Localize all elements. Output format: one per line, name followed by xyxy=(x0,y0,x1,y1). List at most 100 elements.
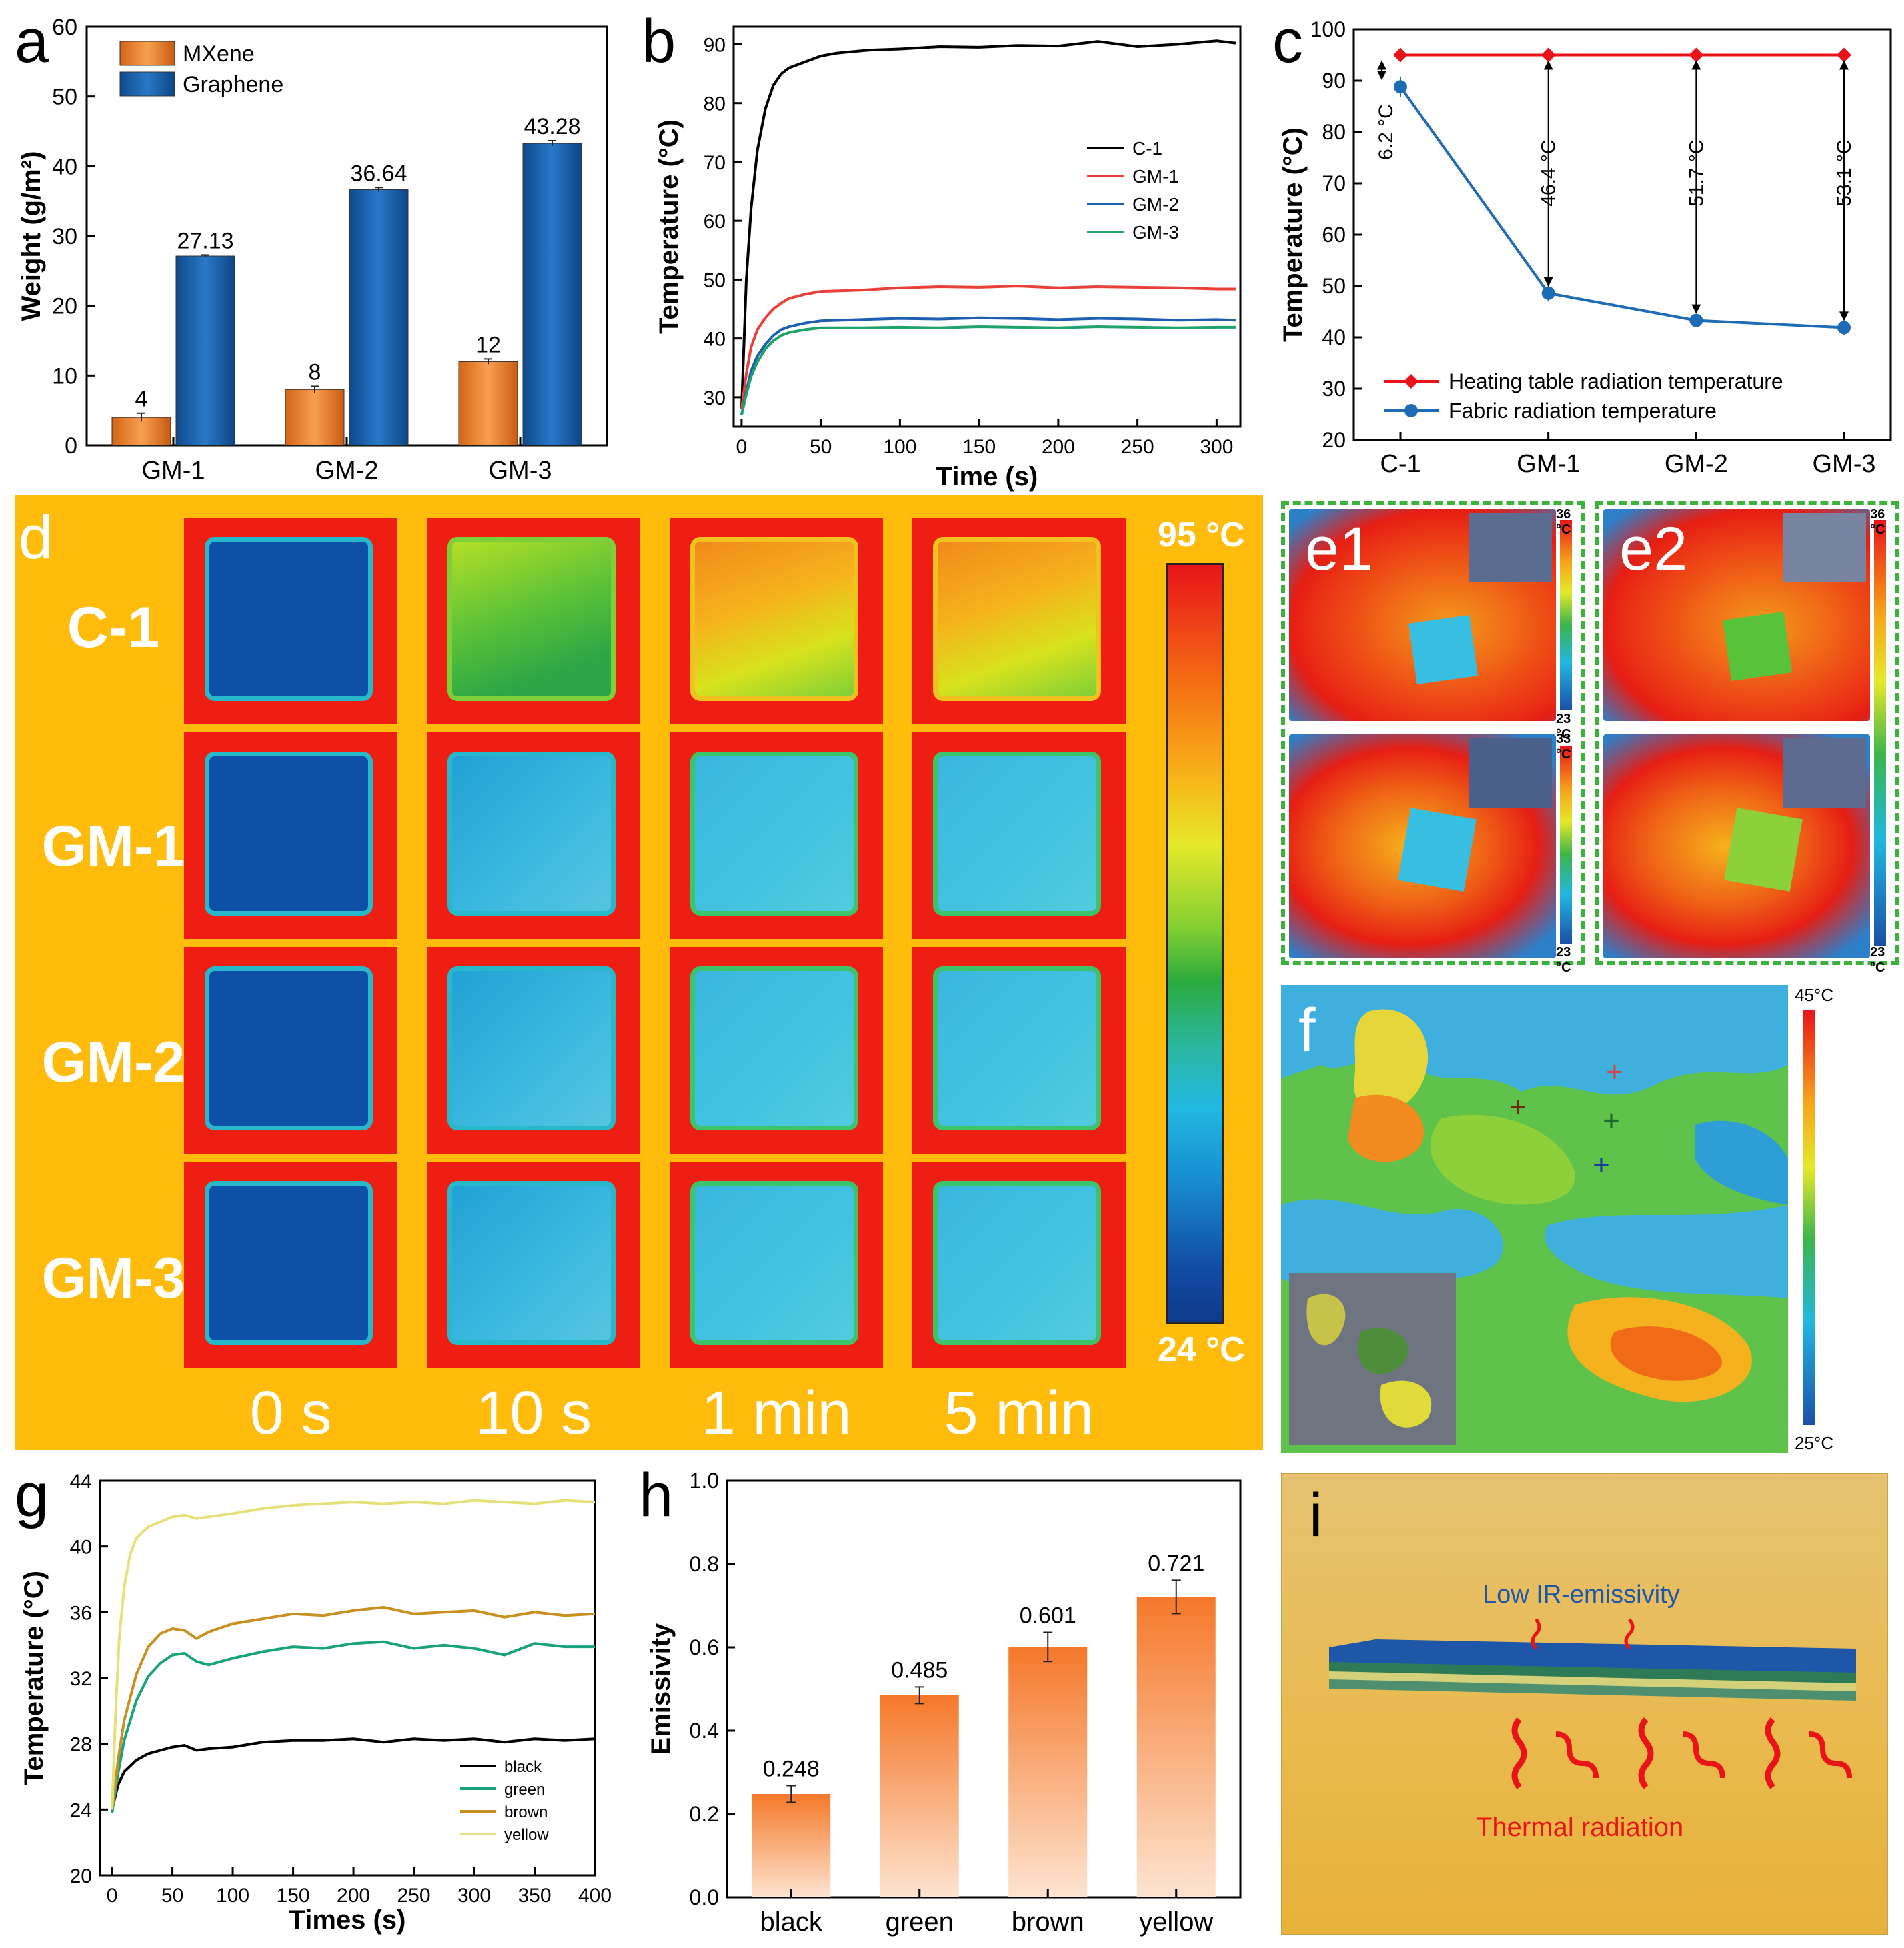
bar-mxene-gm-1 xyxy=(111,417,171,446)
data-label: 36.64 xyxy=(350,161,407,186)
legend-label-gm-2: GM-2 xyxy=(1132,194,1179,215)
y-tick-label: 70 xyxy=(704,152,726,174)
x-tick-label: 150 xyxy=(277,1885,310,1907)
schematic-panel: i Low IR-emissivity Thermal radiation xyxy=(1281,1473,1888,1935)
x-tick-label: GM-2 xyxy=(1665,450,1728,478)
y-tick-label: 40 xyxy=(52,154,77,179)
measure-crosshair: + xyxy=(1509,1091,1527,1124)
camouflage-thermal-image: + + + + 45°C 25°C f xyxy=(1281,985,1835,1453)
bar-graphene-gm-1 xyxy=(175,255,235,446)
temperature-difference-label: 53.1 °C xyxy=(1833,139,1855,206)
bar-green xyxy=(880,1695,959,1897)
inset-photo xyxy=(1783,738,1866,808)
thermal-tile-gm2-1min xyxy=(670,947,883,1154)
temperature-difference-label: 46.4 °C xyxy=(1538,139,1560,206)
row-label-gm2: GM-2 xyxy=(41,1030,185,1094)
thermal-tile-c1-5min xyxy=(912,518,1126,724)
x-tick-label: 50 xyxy=(161,1885,183,1907)
y-tick-label: 32 xyxy=(70,1668,92,1690)
thermal-tile-gm1-0s xyxy=(184,732,397,939)
y-tick-label: 30 xyxy=(1322,377,1346,401)
bar-brown xyxy=(1008,1647,1088,1897)
thermal-tile-gm3-0s xyxy=(184,1162,397,1368)
bar-mxene-gm-2 xyxy=(285,389,345,446)
panel-label-d: d xyxy=(19,504,53,572)
emissivity-bar-chart: 0.0 0.2 0.4 0.6 0.8 1.0 Emissivity 0.248 black 0.… xyxy=(646,1469,1242,1937)
x-tick-label: 400 xyxy=(578,1885,612,1907)
panel-label-c: c xyxy=(1272,7,1303,75)
x-tick-label: 100 xyxy=(216,1885,249,1907)
x-tick-label: 50 xyxy=(810,436,832,458)
arrow-head xyxy=(1691,60,1701,70)
scale-bar xyxy=(1560,520,1572,710)
series-line-gm-1 xyxy=(740,285,1236,409)
y-tick-label: 30 xyxy=(52,224,77,249)
x-tick-label: 250 xyxy=(1121,436,1154,458)
y-tick-label: 10 xyxy=(52,363,77,389)
weak-radiation-arrow xyxy=(1531,1618,1541,1650)
colorbar-min-label: 24 °C xyxy=(1158,1330,1245,1369)
row-label-c1: C-1 xyxy=(67,596,160,660)
y-tick-label: 100 xyxy=(1310,17,1346,41)
y-axis-label: Temperature (°C) xyxy=(1278,127,1308,342)
scale-max-label: 33 °C xyxy=(1556,732,1571,762)
legend-label-yellow: yellow xyxy=(504,1826,549,1844)
x-tick-label: 200 xyxy=(337,1885,370,1907)
scale-min-label: 25°C xyxy=(1795,1433,1834,1453)
thermal-tile-gm2-5min xyxy=(912,947,1126,1154)
legend-label-black: black xyxy=(504,1758,542,1776)
y-tick-label: 40 xyxy=(1322,325,1346,349)
legend-label-gm-1: GM-1 xyxy=(1132,166,1179,187)
column-label-10s: 10 s xyxy=(475,1379,592,1447)
plot-frame xyxy=(726,1479,1242,1899)
plot-frame xyxy=(732,25,1242,428)
x-tick-label: GM-2 xyxy=(315,457,379,485)
x-tick-label: black xyxy=(760,1907,823,1937)
row-label-gm1: GM-1 xyxy=(41,814,185,878)
panel-label-i: i xyxy=(1309,1481,1323,1549)
x-tick-label: 0 xyxy=(736,436,748,458)
data-label: 0.721 xyxy=(1148,1551,1204,1576)
x-tick-label: yellow xyxy=(1139,1907,1213,1937)
y-tick-label: 44 xyxy=(70,1471,92,1493)
scale-bar xyxy=(1560,746,1572,944)
y-tick-label: 30 xyxy=(704,387,726,409)
weak-radiation-arrow xyxy=(1624,1618,1635,1650)
panel-label-e1: e1 xyxy=(1305,515,1374,583)
y-tick-label: 20 xyxy=(70,1865,92,1887)
thermal-tile-gm2-0s xyxy=(184,947,397,1154)
legend-label-green: green xyxy=(504,1781,545,1799)
low-ir-emissivity-label: Low IR-emissivity xyxy=(1483,1581,1680,1609)
fabric-layers-diagram xyxy=(1329,1618,1856,1789)
thermal-hand-image-2 xyxy=(1603,734,1870,958)
camouflage-temperature-chart: 0 50 100 150 200 250 300 350 400 20 24 28 32 36 40 44 Ti… xyxy=(19,1471,612,1935)
x-axis-label: Times (s) xyxy=(289,1905,406,1935)
column-label-0s: 0 s xyxy=(249,1379,332,1447)
thermal-tile-gm2-10s xyxy=(427,947,640,1154)
bar-black xyxy=(752,1794,831,1897)
thermal-tile-gm3-1min xyxy=(670,1162,883,1368)
data-label: 0.485 xyxy=(891,1657,948,1683)
arrow-head xyxy=(1839,60,1849,70)
scale-max-label: 36 °C xyxy=(1556,507,1571,537)
thermal-tile-c1-1min xyxy=(670,518,883,724)
inset-photo xyxy=(1469,738,1552,808)
arrow-head xyxy=(1691,304,1701,314)
x-tick-label: 100 xyxy=(883,436,916,458)
heating-table-marker xyxy=(1837,47,1851,63)
thermal-tile-gm3-5min xyxy=(912,1162,1126,1368)
y-tick-label: 0.8 xyxy=(690,1552,719,1576)
data-label: 8 xyxy=(309,359,321,385)
bar-mxene-gm-3 xyxy=(458,361,518,446)
scale-min-label: 23 °C xyxy=(1556,712,1571,742)
thermal-hand-image-1 xyxy=(1289,734,1556,958)
y-tick-label: 24 xyxy=(70,1799,92,1821)
heating-table-marker xyxy=(1393,47,1408,63)
x-tick-label: 350 xyxy=(518,1885,551,1907)
fabric-patch xyxy=(1724,808,1803,892)
x-tick-label: 200 xyxy=(1042,436,1075,458)
weight-bar-chart: 0 10 20 30 40 50 60 Weight (g/m²) GM-1 4 27.13 GM-2… xyxy=(17,15,608,485)
series-line-fabric xyxy=(1399,86,1845,329)
data-label: 43.28 xyxy=(524,114,580,139)
temperature-colorbar xyxy=(1166,563,1224,1324)
